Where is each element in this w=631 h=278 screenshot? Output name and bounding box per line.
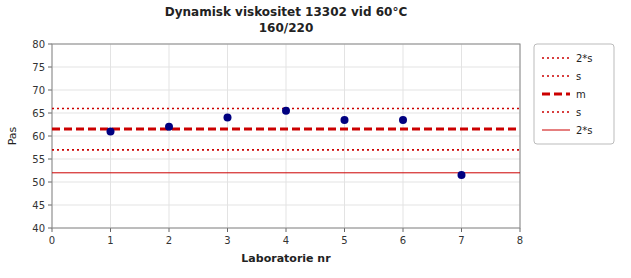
- legend-label: 2*s: [576, 125, 593, 136]
- tick-y: [48, 136, 52, 137]
- tick-label-y: 60: [32, 131, 45, 142]
- tick-x: [110, 228, 111, 232]
- subtitle: 160/220: [259, 21, 313, 35]
- chart-svg: 012345678404550556065707580Dynamisk visk…: [0, 0, 631, 278]
- reference-line: [52, 149, 520, 151]
- tick-label-x: 0: [49, 235, 55, 246]
- tick-x: [403, 228, 404, 232]
- legend-swatch: [542, 57, 570, 59]
- grid-line-y: [52, 205, 520, 206]
- tick-y: [48, 205, 52, 206]
- tick-y: [48, 182, 52, 183]
- data-point: [165, 123, 173, 131]
- tick-label-y: 80: [32, 39, 45, 50]
- data-point: [224, 114, 232, 122]
- legend-swatch: [542, 111, 570, 113]
- data-point: [458, 171, 466, 179]
- legend-swatch: [542, 93, 570, 96]
- tick-label-y: 45: [32, 200, 45, 211]
- tick-label-y: 55: [32, 154, 45, 165]
- tick-y: [48, 113, 52, 114]
- legend-label: s: [576, 71, 581, 82]
- legend-box: [534, 44, 614, 144]
- tick-label-x: 1: [107, 235, 113, 246]
- tick-label-x: 4: [283, 235, 289, 246]
- legend-swatch: [542, 75, 570, 77]
- grid-line-y: [52, 90, 520, 91]
- legend-label: 2*s: [576, 53, 593, 64]
- chart-container: 012345678404550556065707580Dynamisk visk…: [0, 0, 631, 278]
- tick-x: [344, 228, 345, 232]
- y-axis-label: Pas: [6, 126, 19, 145]
- tick-x: [169, 228, 170, 232]
- data-point: [282, 107, 290, 115]
- tick-label-x: 6: [400, 235, 406, 246]
- tick-label-x: 7: [458, 235, 464, 246]
- data-layer: [52, 107, 520, 179]
- tick-label-y: 40: [32, 223, 45, 234]
- grid-line-y: [52, 159, 520, 160]
- grid-line-y: [52, 67, 520, 68]
- tick-label-y: 70: [32, 85, 45, 96]
- tick-label-y: 65: [32, 108, 45, 119]
- reference-line: [52, 149, 520, 151]
- x-axis-label: Laboratorie nr: [241, 252, 331, 265]
- grid-line-y: [52, 182, 520, 183]
- legend: 2*s sms 2*s: [534, 44, 614, 144]
- tick-label-x: 3: [224, 235, 230, 246]
- tick-x: [520, 228, 521, 232]
- legend-label: m: [576, 89, 586, 100]
- tick-label-x: 8: [517, 235, 523, 246]
- tick-y: [48, 90, 52, 91]
- plot-frame: [52, 44, 520, 228]
- tick-label-y: 50: [32, 177, 45, 188]
- tick-y: [48, 44, 52, 45]
- axes: 012345678404550556065707580: [32, 39, 523, 247]
- tick-x: [286, 228, 287, 232]
- data-point: [341, 116, 349, 124]
- tick-y: [48, 67, 52, 68]
- tick-label-x: 5: [341, 235, 347, 246]
- tick-label-x: 2: [166, 235, 172, 246]
- tick-y: [48, 228, 52, 229]
- data-point: [107, 127, 115, 135]
- tick-x: [227, 228, 228, 232]
- plot-background: [52, 44, 520, 228]
- grid: [52, 44, 520, 228]
- tick-x: [52, 228, 53, 232]
- title: Dynamisk viskositet 13302 vid 60°C: [165, 5, 408, 19]
- tick-y: [48, 159, 52, 160]
- tick-label-y: 75: [32, 62, 45, 73]
- legend-swatch: [542, 130, 570, 131]
- reference-line: [52, 172, 520, 173]
- legend-label: s: [576, 107, 581, 118]
- grid-line-y: [52, 136, 520, 137]
- data-point: [399, 116, 407, 124]
- reference-line: [52, 128, 520, 131]
- tick-x: [461, 228, 462, 232]
